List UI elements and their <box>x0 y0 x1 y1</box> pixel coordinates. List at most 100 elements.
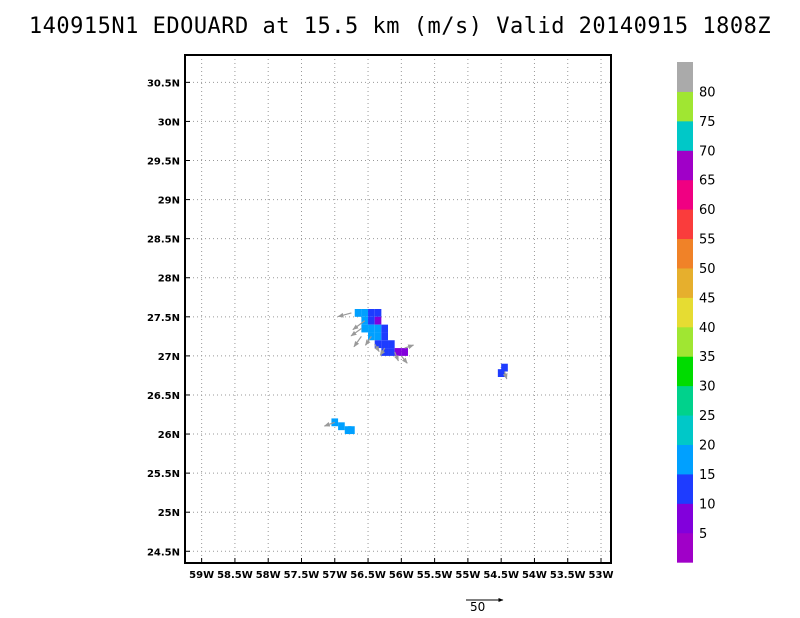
colorbar-label: 75 <box>699 115 716 130</box>
lon-tick-label: 57W <box>322 570 347 581</box>
colorbar-bin <box>677 444 693 475</box>
colorbar-label: 15 <box>699 468 716 483</box>
wind-cell <box>381 332 389 341</box>
colorbar-label: 65 <box>699 174 716 189</box>
colorbar: 5 10 15 20 25 30 35 40 45 50 55 60 65 70 75 80 <box>677 62 716 563</box>
colorbar-bin <box>677 91 693 122</box>
lon-tick-label: 56W <box>389 570 414 581</box>
wind-cell <box>348 426 355 435</box>
colorbar-bin <box>677 503 693 534</box>
longitude-tick-labels: 59W 58.5W 58W 57.5W 57W 56.5W 56W 55.5W 55W 54.5W… <box>189 570 613 581</box>
colorbar-bin <box>677 356 693 387</box>
lon-tick-label: 53.5W <box>550 570 586 581</box>
colorbar-label: 50 <box>699 262 716 277</box>
lat-tick-label: 29.5N <box>147 157 180 168</box>
wind-vector <box>379 347 386 356</box>
lon-tick-label: 55W <box>455 570 480 581</box>
wind-cell <box>338 422 345 431</box>
wind-vector <box>323 421 335 427</box>
lon-tick-label: 53W <box>589 570 614 581</box>
wind-vector <box>337 312 352 318</box>
lat-tick-label: 24.5N <box>147 547 180 558</box>
wind-vector <box>352 320 366 331</box>
colorbar-label: 80 <box>699 85 716 100</box>
lat-tick-label: 25.5N <box>147 469 180 480</box>
colorbar-bin <box>677 238 693 269</box>
lat-tick-label: 30N <box>158 117 180 128</box>
lon-tick-label: 58W <box>256 570 281 581</box>
colorbar-label: 70 <box>699 144 716 159</box>
wind-cell <box>368 324 375 333</box>
lat-tick-label: 26N <box>158 430 180 441</box>
colorbar-bin <box>677 415 693 445</box>
map-frame <box>184 54 612 564</box>
wind-cell <box>374 324 382 333</box>
lon-tick-label: 59W <box>189 570 214 581</box>
wind-cell <box>401 348 408 356</box>
colorbar-label: 35 <box>699 350 716 365</box>
lat-tick-label: 28.5N <box>147 235 180 246</box>
colorbar-label: 45 <box>699 291 716 306</box>
wind-cell <box>497 369 505 377</box>
colorbar-bin <box>677 385 693 416</box>
wind-vector <box>374 343 380 353</box>
lat-tick-label: 29N <box>158 196 180 207</box>
wind-cell <box>368 309 375 317</box>
colorbar-label: 60 <box>699 203 716 218</box>
lat-tick-label: 25N <box>158 508 180 519</box>
wind-cell <box>354 309 362 317</box>
wind-cell <box>388 348 395 356</box>
wind-cell <box>388 340 395 349</box>
wind-vectors <box>323 312 508 427</box>
wind-cell <box>361 309 369 317</box>
scale-arrow-label: 50 <box>470 600 486 614</box>
lon-tick-label: 54.5W <box>483 570 519 581</box>
colorbar-bin <box>677 62 693 92</box>
wind-cell <box>374 332 382 341</box>
plot-title: 140915N1 EDOUARD at 15.5 km (m/s) Valid … <box>28 14 772 39</box>
lat-tick-label: 26.5N <box>147 391 180 402</box>
colorbar-label: 25 <box>699 409 716 424</box>
wind-cell <box>368 316 375 325</box>
colorbar-label: 40 <box>699 321 716 336</box>
wind-vector <box>502 371 508 380</box>
colorbar-bin <box>677 120 693 151</box>
colorbar-label: 20 <box>699 438 716 453</box>
latitude-tick-labels: 24.5N 25N 25.5N 26N 26.5N 27N 27.5N 28N 28.5N 29N… <box>147 78 180 558</box>
lon-tick-label: 54W <box>522 570 547 581</box>
wind-cell <box>381 340 389 349</box>
lon-tick-label: 58.5W <box>217 570 253 581</box>
map-gridlines <box>185 55 611 563</box>
colorbar-bin <box>677 150 693 181</box>
wind-speed-cells <box>331 309 508 435</box>
wind-vector <box>400 355 408 364</box>
colorbar-label: 30 <box>699 380 716 395</box>
colorbar-bin <box>677 179 693 210</box>
wind-vector <box>394 351 399 362</box>
lon-tick-label: 57.5W <box>284 570 320 581</box>
wind-cell <box>374 316 382 325</box>
wind-cell <box>374 340 382 349</box>
wind-vector <box>353 336 362 348</box>
wind-cell <box>331 418 339 427</box>
wind-cell <box>381 324 389 333</box>
colorbar-label: 5 <box>699 527 707 542</box>
wind-vector <box>364 336 372 346</box>
wind-cell <box>374 309 382 317</box>
lat-tick-label: 27N <box>158 352 180 363</box>
colorbar-bin <box>677 326 693 357</box>
colorbar-bin <box>677 209 693 240</box>
lat-tick-label: 27.5N <box>147 313 180 324</box>
colorbar-bin <box>677 473 693 504</box>
wind-cell <box>361 324 369 333</box>
lat-tick-label: 28N <box>158 274 180 285</box>
lon-tick-label: 56.5W <box>350 570 386 581</box>
wind-cell <box>501 363 508 372</box>
colorbar-bin <box>677 267 693 298</box>
colorbar-label: 55 <box>699 233 716 248</box>
wind-cell <box>394 348 402 356</box>
colorbar-bin <box>677 532 693 563</box>
colorbar-label: 10 <box>699 497 716 512</box>
lon-tick-label: 55.5W <box>417 570 453 581</box>
